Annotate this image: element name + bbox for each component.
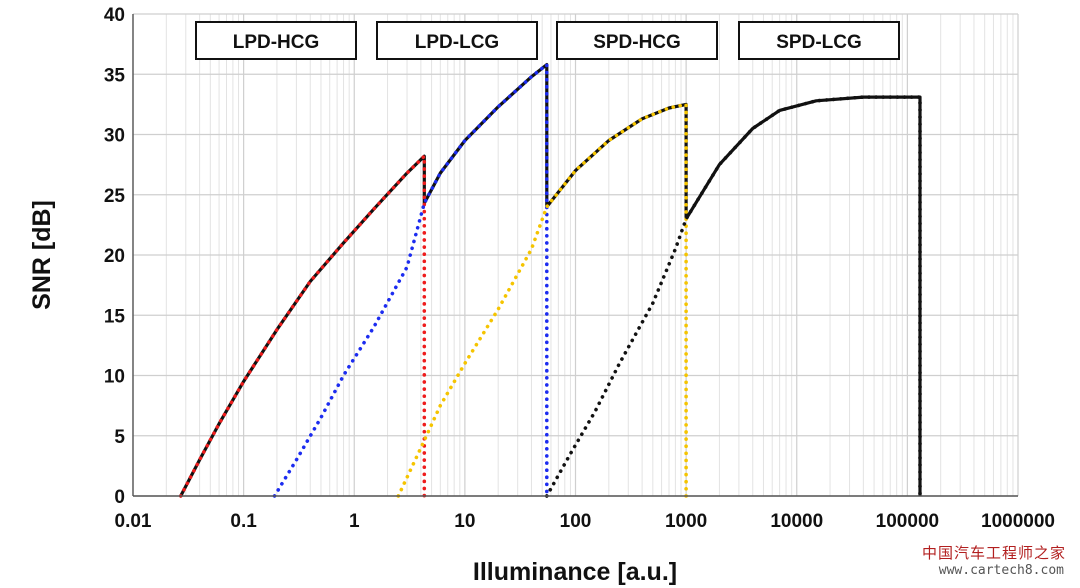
- region-labels: LPD-HCG LPD-LCG SPD-HCG SPD-LCG: [195, 21, 900, 60]
- region-label: LPD-LCG: [415, 32, 499, 53]
- region-label: SPD-LCG: [776, 32, 862, 53]
- y-tick-label: 0: [114, 487, 125, 508]
- grid: [132, 13, 1019, 497]
- region-label-box: LPD-LCG: [376, 21, 538, 60]
- region-label-box: SPD-LCG: [738, 21, 900, 60]
- x-tick-label: 100: [560, 511, 592, 532]
- x-tick-label: 10: [454, 511, 475, 532]
- y-tick-label: 25: [104, 186, 126, 207]
- y-tick-label: 35: [104, 65, 126, 86]
- series-line-dotted: [544, 95, 922, 498]
- x-tick-label: 0.1: [230, 511, 257, 532]
- tick-labels: 0.01 0.1 1 10 100 1000 10000 100000 1000000 0 5 10 1…: [104, 5, 1055, 532]
- x-axis-title: Illuminance [a.u.]: [473, 558, 677, 586]
- y-tick-label: 10: [104, 367, 125, 388]
- region-label-frame: [738, 21, 900, 60]
- x-tick-label: 0.01: [115, 511, 152, 532]
- y-tick-label: 20: [104, 246, 125, 267]
- axes: [132, 14, 1018, 497]
- y-tick-label: 40: [104, 5, 125, 26]
- y-tick-label: 15: [104, 306, 126, 327]
- watermark-url: www.cartech8.com: [938, 563, 1064, 578]
- x-tick-label: 1000000: [981, 511, 1055, 532]
- series-line-dotted: [396, 102, 688, 498]
- series-layer: [178, 62, 922, 498]
- region-label-box: LPD-HCG: [195, 21, 357, 60]
- region-label-frame: [556, 21, 718, 60]
- region-label-box: SPD-HCG: [556, 21, 718, 60]
- y-axis-title: SNR [dB]: [28, 200, 56, 310]
- series-line-dotted: [178, 154, 427, 498]
- series-line-dotted: [272, 62, 549, 498]
- region-label: SPD-HCG: [593, 32, 681, 53]
- y-tick-label: 30: [104, 126, 125, 147]
- region-label-frame: [195, 21, 357, 60]
- x-tick-label: 1000: [665, 511, 707, 532]
- series-line-solid: [179, 62, 922, 497]
- x-tick-label: 1: [349, 511, 360, 532]
- y-tick-label: 5: [114, 427, 125, 448]
- x-tick-label: 100000: [876, 511, 939, 532]
- region-label-frame: [376, 21, 538, 60]
- watermark-site-name: 中国汽车工程师之家: [921, 544, 1066, 562]
- x-tick-label: 10000: [770, 511, 823, 532]
- region-label: LPD-HCG: [233, 32, 320, 53]
